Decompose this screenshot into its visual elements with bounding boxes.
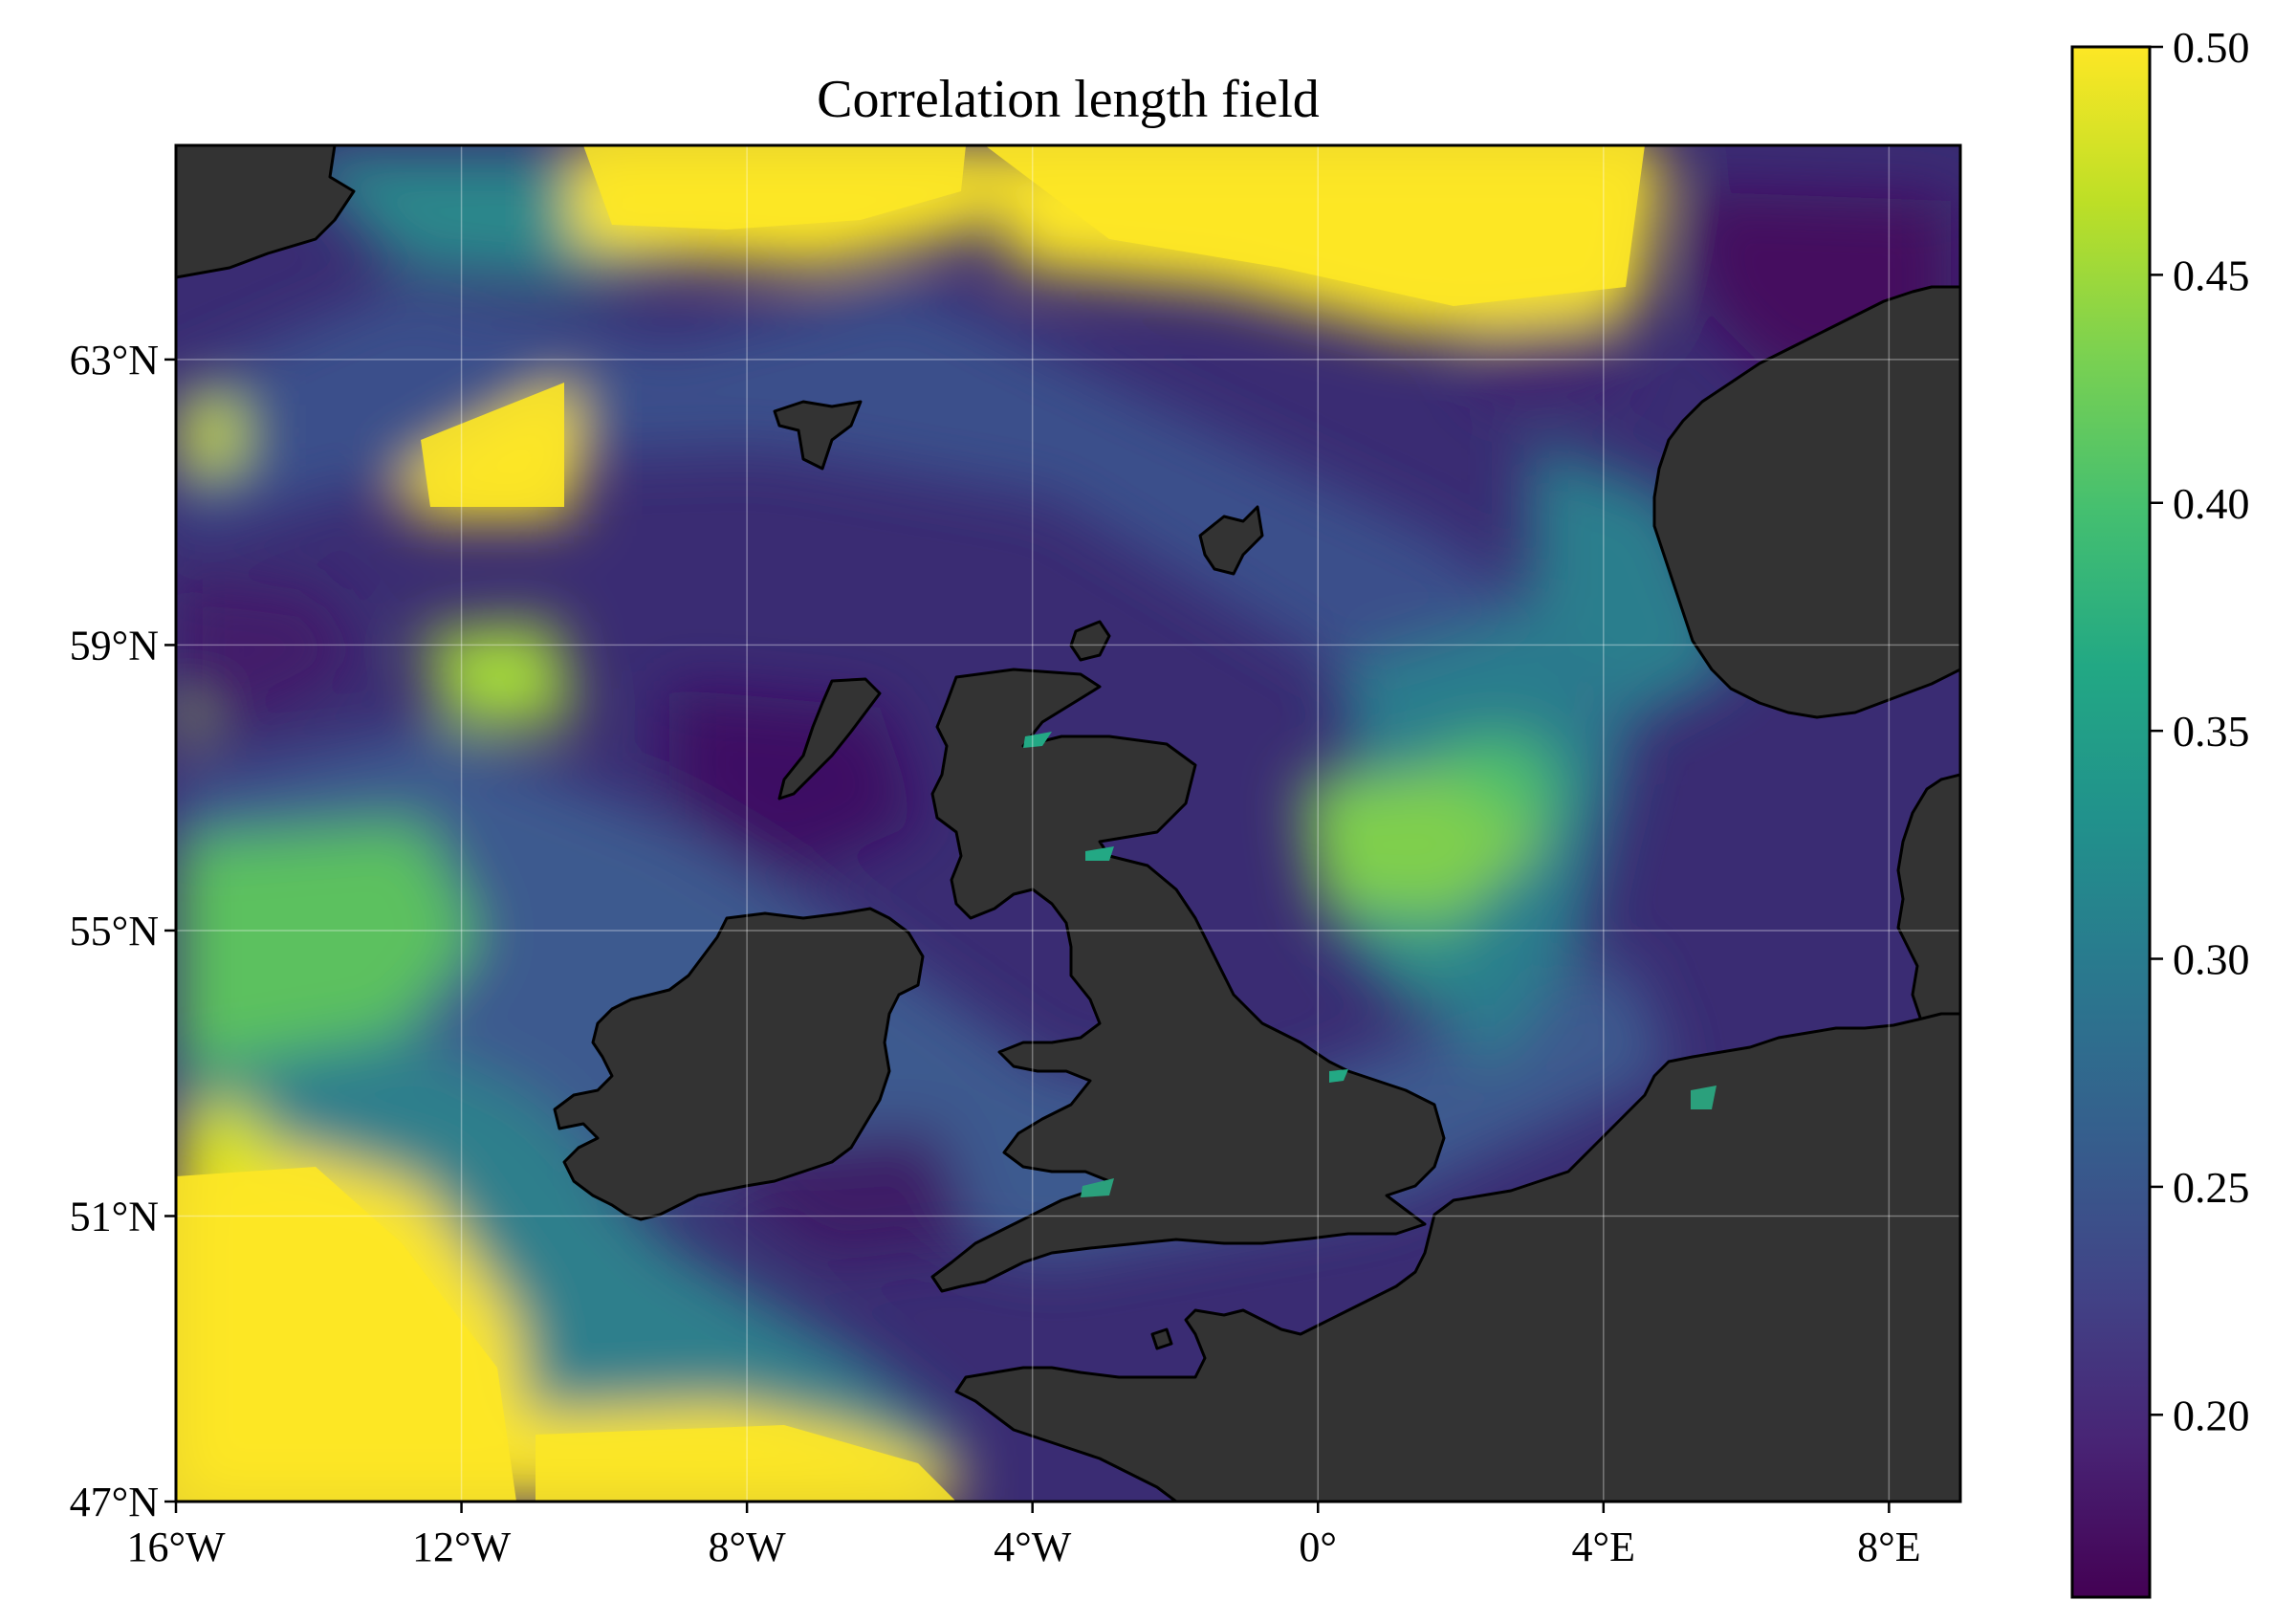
land-norway [1652,285,1960,719]
land-great-britain [930,668,1446,1293]
colorbar-gradient [2070,45,2152,1599]
land-continental-europe [954,1012,1960,1502]
y-tick-label: 55°N [70,908,159,954]
x-tick-label: 0° [1299,1524,1337,1570]
x-tick-label: 8°E [1857,1524,1920,1570]
colorbar-tick-label: 0.45 [2173,251,2250,299]
plot-area [176,145,1960,1502]
y-tick-label: 51°N [70,1193,159,1239]
colorbar-tick-label: 0.30 [2173,935,2250,984]
colorbar-tick-label: 0.50 [2173,23,2250,72]
x-tick-label: 16°W [126,1524,226,1570]
x-tick-label: 4°W [994,1524,1072,1570]
y-tick-label: 47°N [70,1479,159,1525]
x-axis: 16°W 12°W 8°W 4°W 0° 4°E 8°E [126,1502,1921,1570]
chart-title: Correlation length field [817,70,1320,129]
land-ireland [553,907,925,1221]
colorbar-tick-label: 0.35 [2173,707,2250,756]
land-iceland [176,145,356,279]
gridlines [176,145,1960,1502]
land-faroe-islands [773,400,863,471]
x-tick-label: 8°W [709,1524,787,1570]
x-tick-label: 4°E [1572,1524,1635,1570]
x-tick-label: 12°W [412,1524,512,1570]
colorbar-tick-label: 0.20 [2173,1391,2250,1439]
y-tick-label: 63°N [70,337,159,384]
y-axis: 47°N 51°N 55°N 59°N 63°N [70,337,176,1525]
land-orkney [1069,620,1111,662]
coastal-patches [1023,732,1717,1197]
colorbar-tick-label: 0.25 [2173,1163,2250,1212]
colorbar-tick-label: 0.40 [2173,479,2250,528]
colorbar-ticks: 0.20 0.25 0.30 0.35 0.40 0.45 0.50 [2150,23,2250,1439]
land [176,145,1960,1502]
colorbar: 0.20 0.25 0.30 0.35 0.40 0.45 0.50 [2070,23,2250,1599]
land-outer-hebrides [777,677,882,801]
saturated-regions [176,145,1645,1502]
land-channel-islands [1150,1327,1173,1350]
y-tick-label: 59°N [70,622,159,669]
plot-frame [174,143,1962,1503]
land-shetland [1198,505,1264,576]
